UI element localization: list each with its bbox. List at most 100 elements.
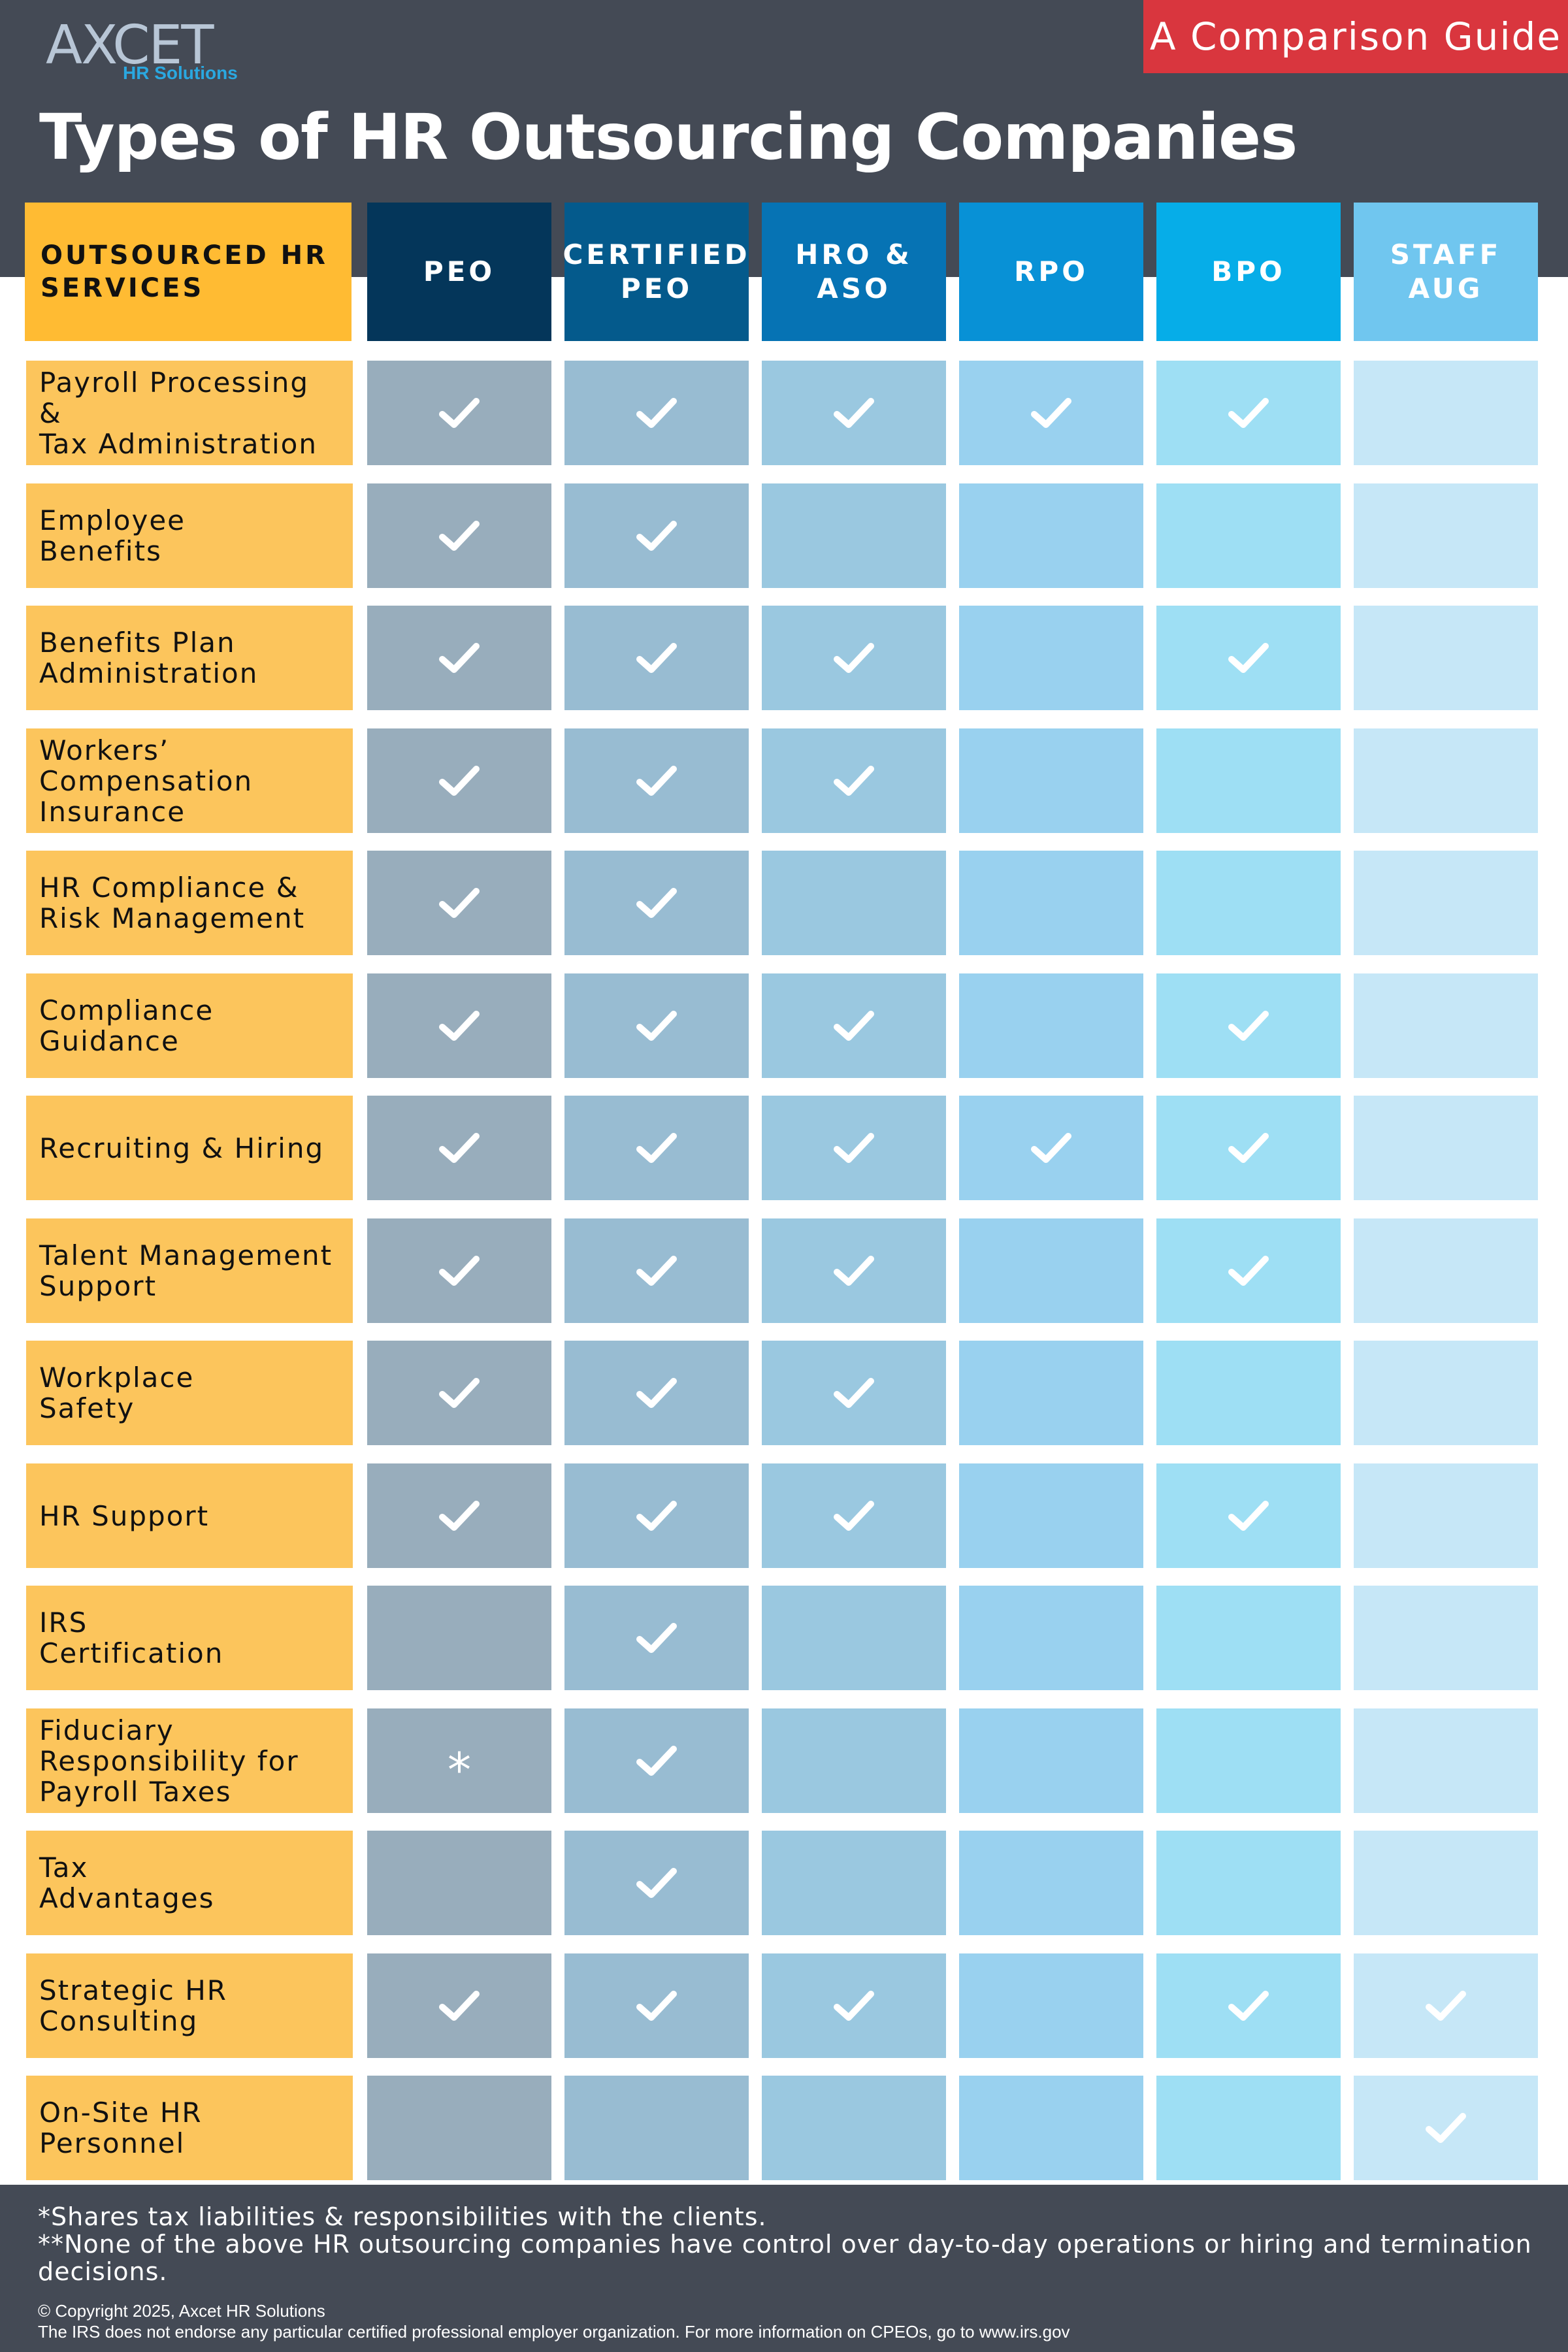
- table-cell: [367, 1586, 551, 1690]
- table-cell: [564, 1218, 749, 1323]
- table-cell: [959, 728, 1143, 833]
- table-cell: [564, 1831, 749, 1935]
- table-cell: [564, 973, 749, 1078]
- table-cell: [959, 1586, 1143, 1690]
- table-cell: [1354, 1341, 1538, 1445]
- table-cell: [1156, 1463, 1341, 1568]
- row-label-text: HR Compliance & Risk Management: [39, 872, 306, 934]
- table-cell: [959, 851, 1143, 955]
- check-icon: [636, 888, 677, 918]
- table-cell: [959, 483, 1143, 588]
- table-cell: [367, 361, 551, 465]
- table-cell: [564, 728, 749, 833]
- table-cell: [1354, 606, 1538, 710]
- table-cell: [959, 973, 1143, 1078]
- logo-subtitle: HR Solutions: [123, 63, 238, 83]
- check-icon: [834, 1256, 874, 1286]
- table-cell: [367, 1218, 551, 1323]
- table-cell: [762, 483, 946, 588]
- check-icon: [1426, 1991, 1466, 2021]
- table-cell: [1156, 1831, 1341, 1935]
- comparison-guide-badge: A Comparison Guide: [1143, 0, 1568, 73]
- table-cell: [959, 2076, 1143, 2180]
- check-icon: [439, 1378, 480, 1408]
- table-cell: [564, 606, 749, 710]
- check-icon: [1031, 1133, 1071, 1163]
- table-cell: [762, 1341, 946, 1445]
- table-cell: [1156, 1218, 1341, 1323]
- check-icon: [1228, 1133, 1269, 1163]
- check-icon: [636, 1991, 677, 2021]
- row-label: Strategic HR Consulting: [26, 1953, 353, 2058]
- row-label-text: Benefits Plan Administration: [39, 627, 259, 689]
- table-cell: [367, 728, 551, 833]
- table-cell: [1156, 483, 1341, 588]
- table-cell: [1156, 1586, 1341, 1690]
- table-cell: [367, 1953, 551, 2058]
- table-cell: [959, 1341, 1143, 1445]
- table-cell: [1354, 973, 1538, 1078]
- table-cell: [1354, 1096, 1538, 1200]
- table-cell: [762, 1831, 946, 1935]
- check-icon: [636, 1501, 677, 1531]
- table-cell: [959, 361, 1143, 465]
- disclaimer-text: The IRS does not endorse any particular …: [38, 2322, 1070, 2342]
- page-title: Types of HR Outsourcing Companies: [39, 101, 1298, 174]
- table-cell: [959, 1096, 1143, 1200]
- row-label-text: IRS Certification: [39, 1607, 224, 1669]
- row-label-text: Tax Advantages: [39, 1852, 215, 1914]
- check-icon: [834, 1011, 874, 1041]
- check-icon: [636, 1378, 677, 1408]
- check-icon: [439, 1256, 480, 1286]
- check-icon: [439, 1501, 480, 1531]
- check-icon: [834, 643, 874, 673]
- table-cell: [762, 973, 946, 1078]
- table-cell: [367, 483, 551, 588]
- table-cell: [762, 1463, 946, 1568]
- table-cell: [1354, 361, 1538, 465]
- row-label: On-Site HR Personnel: [26, 2076, 353, 2180]
- logo-text: AXCET: [46, 14, 214, 76]
- table-cell: [564, 1953, 749, 2058]
- table-cell: [762, 851, 946, 955]
- check-icon: [439, 766, 480, 796]
- table-cell: [1156, 1953, 1341, 2058]
- check-icon: [636, 1133, 677, 1163]
- table-cell: [1354, 1463, 1538, 1568]
- table-cell: [1354, 851, 1538, 955]
- table-cell: [1354, 1708, 1538, 1813]
- row-label-text: Fiduciary Responsibility for Payroll Tax…: [39, 1714, 299, 1808]
- check-icon: [439, 398, 480, 428]
- brand-logo: AXCET HR Solutions: [46, 14, 242, 86]
- row-label: HR Support: [26, 1463, 353, 1568]
- check-icon: [636, 643, 677, 673]
- table-cell: [959, 1831, 1143, 1935]
- check-icon: [636, 398, 677, 428]
- table-cell: [564, 1586, 749, 1690]
- row-label-text: Payroll Processing & Tax Administration: [39, 366, 318, 460]
- table-cell: [959, 1953, 1143, 2058]
- table-cell: [367, 1463, 551, 1568]
- table-cell: [367, 1831, 551, 1935]
- table-cell: [1354, 1953, 1538, 2058]
- table-cell: [1156, 851, 1341, 955]
- copyright-text: © Copyright 2025, Axcet HR Solutions: [38, 2301, 325, 2321]
- table-cell: [959, 1218, 1143, 1323]
- check-icon: [1228, 1011, 1269, 1041]
- table-cell: [367, 973, 551, 1078]
- table-cell: [1354, 483, 1538, 588]
- check-icon: [834, 1378, 874, 1408]
- column-header-staff-aug: STAFF AUG: [1354, 203, 1538, 341]
- table-cell: [564, 1708, 749, 1813]
- row-label-text: HR Support: [39, 1499, 210, 1532]
- row-label: Workplace Safety: [26, 1341, 353, 1445]
- table-cell: [1156, 1096, 1341, 1200]
- footnote-1: *Shares tax liabilities & responsibiliti…: [38, 2202, 767, 2231]
- row-label: Tax Advantages: [26, 1831, 353, 1935]
- check-icon: [1426, 2113, 1466, 2143]
- check-icon: [636, 1746, 677, 1776]
- table-cell: [367, 1096, 551, 1200]
- check-icon: [439, 521, 480, 551]
- table-cell: [367, 606, 551, 710]
- table-cell: [762, 2076, 946, 2180]
